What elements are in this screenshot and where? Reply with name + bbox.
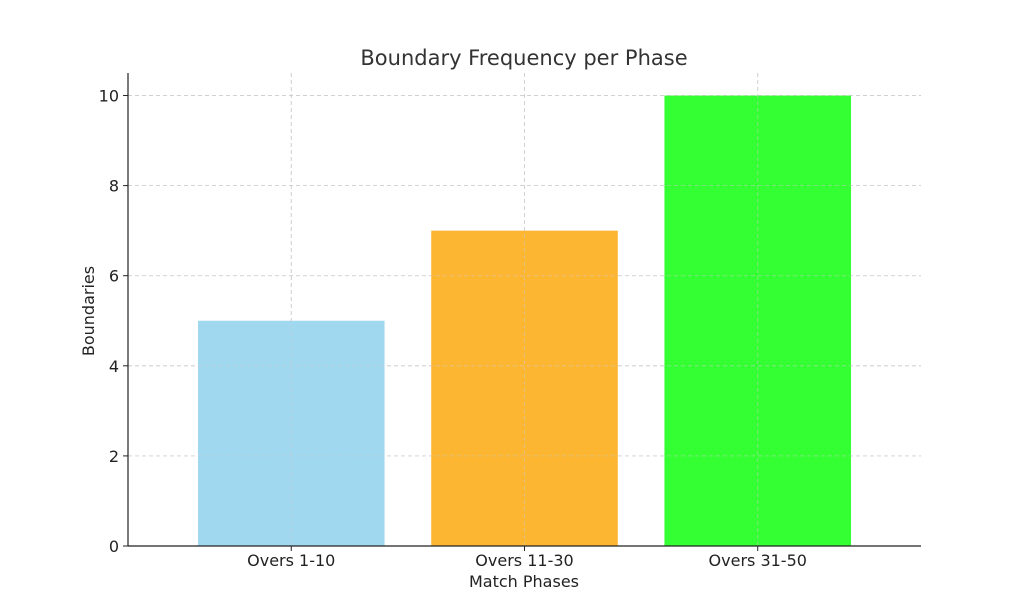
- x-tick-label: Overs 31-50: [709, 551, 807, 570]
- x-ticks: Overs 1-10 Overs 11-30 Overs 31-50: [247, 546, 807, 570]
- y-tick-label: 2: [109, 447, 119, 466]
- y-axis-label: Boundaries: [79, 266, 98, 356]
- y-tick-label: 8: [109, 177, 119, 196]
- chart-title: Boundary Frequency per Phase: [360, 46, 687, 70]
- y-tick-label: 10: [99, 87, 119, 106]
- y-tick-label: 6: [109, 267, 119, 286]
- x-tick-label: Overs 1-10: [247, 551, 335, 570]
- bars: [128, 73, 921, 547]
- x-tick-label: Overs 11-30: [475, 551, 573, 570]
- x-axis-label: Match Phases: [469, 572, 579, 591]
- y-ticks: 0 2 4 6 8 10: [99, 87, 128, 556]
- y-tick-label: 4: [109, 357, 119, 376]
- y-tick-label: 0: [109, 537, 119, 556]
